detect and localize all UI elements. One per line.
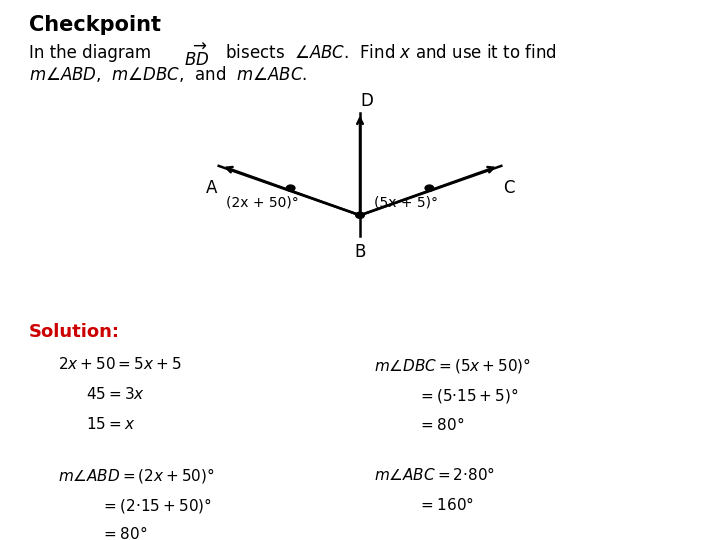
Text: $m∠ABD = (2x + 50)°$: $m∠ABD = (2x + 50)°$ [58, 466, 215, 485]
Circle shape [356, 212, 364, 218]
Text: Checkpoint: Checkpoint [29, 15, 161, 36]
Text: $= 160°$: $= 160°$ [418, 496, 474, 512]
Text: $m∠ABC = 2 · 80°$: $m∠ABC = 2 · 80°$ [374, 466, 495, 483]
Text: (5x + 5)°: (5x + 5)° [374, 195, 438, 210]
Text: $2x + 50 = 5x + 5$: $2x + 50 = 5x + 5$ [58, 356, 181, 372]
Circle shape [425, 185, 433, 191]
Text: $= (5 · 15 + 5)°$: $= (5 · 15 + 5)°$ [418, 386, 518, 405]
Text: $= 80°$: $= 80°$ [418, 416, 464, 433]
Text: (2x + 50)°: (2x + 50)° [226, 195, 299, 210]
Text: In the diagram: In the diagram [29, 44, 156, 62]
Text: $15 = x$: $15 = x$ [86, 416, 135, 431]
Text: D: D [360, 92, 373, 110]
Text: $m∠DBC = (5x + 50)°$: $m∠DBC = (5x + 50)°$ [374, 356, 531, 375]
Text: $\overrightarrow{BD}$: $\overrightarrow{BD}$ [184, 44, 209, 70]
Circle shape [287, 185, 295, 191]
Text: $m\angle ABD$,  $m\angle DBC$,  and  $m\angle ABC$.: $m\angle ABD$, $m\angle DBC$, and $m\ang… [29, 64, 307, 84]
Text: B: B [354, 244, 366, 261]
Text: $= (2 · 15 + 50)°$: $= (2 · 15 + 50)°$ [101, 496, 212, 515]
Text: Solution:: Solution: [29, 323, 120, 341]
Text: $45 = 3x$: $45 = 3x$ [86, 386, 145, 402]
Text: bisects  $\angle ABC$.  Find $x$ and use it to find: bisects $\angle ABC$. Find $x$ and use i… [220, 44, 557, 62]
Text: A: A [205, 179, 217, 197]
Text: $= 80°$: $= 80°$ [101, 525, 147, 540]
Text: C: C [503, 179, 515, 197]
